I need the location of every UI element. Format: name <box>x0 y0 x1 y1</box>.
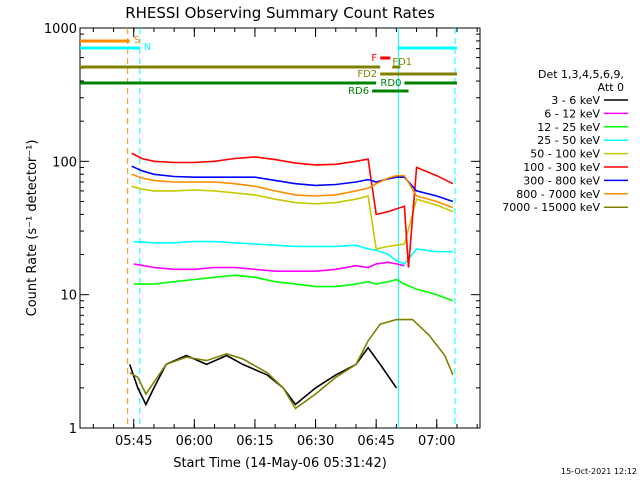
x-tick-label: 07:00 <box>418 434 455 449</box>
series-line <box>131 173 454 209</box>
flag-label: RD6 <box>348 86 369 97</box>
x-tick-label: 06:30 <box>297 434 334 449</box>
data-series <box>128 152 454 410</box>
series-line <box>133 261 405 273</box>
legend-entry-label: 300 - 800 keV <box>523 174 600 187</box>
legend-entry-label: 7000 - 15000 keV <box>502 201 600 214</box>
series-line <box>133 274 454 302</box>
series-line <box>131 165 454 203</box>
generation-timestamp: 15-Oct-2021 12:12 <box>561 467 637 476</box>
legend-entry-label: 25 - 50 keV <box>537 134 600 147</box>
legend-entry-label: 800 - 7000 keV <box>516 188 600 201</box>
legend-entry-label: 3 - 6 keV <box>551 94 600 107</box>
flag-label: FD1 <box>392 57 412 68</box>
series-line <box>133 240 453 265</box>
y-tick-label: 100 <box>52 155 77 170</box>
x-tick-label: 05:45 <box>115 434 152 449</box>
chart-title: RHESSI Observing Summary Count Rates <box>125 4 435 22</box>
vertical-markers <box>127 28 456 428</box>
y-tick-label: 1000 <box>44 22 77 37</box>
series-line <box>128 346 398 407</box>
y-axis-label: Count Rate (s⁻¹ detector⁻¹) <box>25 140 40 317</box>
flag-label: FD2 <box>357 69 377 80</box>
legend-entry-label: 6 - 12 keV <box>544 107 600 120</box>
flag-label: RD0 <box>380 78 401 89</box>
x-tick-label: 06:00 <box>176 434 213 449</box>
x-axis-label: Start Time (14-May-06 05:31:42) <box>173 456 387 471</box>
legend-entry-label: 100 - 300 keV <box>523 161 600 174</box>
legend-title-line1: Det 1,3,4,5,6,9, <box>538 68 624 81</box>
flag-label: S <box>134 35 140 46</box>
series-line <box>131 185 454 250</box>
legend-title-line2: Att 0 <box>598 81 624 94</box>
flag-label: N <box>144 42 151 53</box>
legend-entry-label: 50 - 100 keV <box>530 148 600 161</box>
legend-entry-label: 12 - 25 keV <box>537 121 600 134</box>
series-line <box>131 152 454 268</box>
y-tick-label: 1 <box>69 422 77 437</box>
x-tick-label: 06:45 <box>357 434 394 449</box>
flag-label: F <box>371 53 377 64</box>
plot-frame <box>79 27 481 429</box>
axes-ticks: 1 10 100 1000 05:45 06:00 06:15 06:30 06:45 07:00 <box>44 22 480 449</box>
y-tick-label: 10 <box>60 289 77 304</box>
series-line <box>129 318 454 410</box>
x-tick-label: 06:15 <box>236 434 273 449</box>
